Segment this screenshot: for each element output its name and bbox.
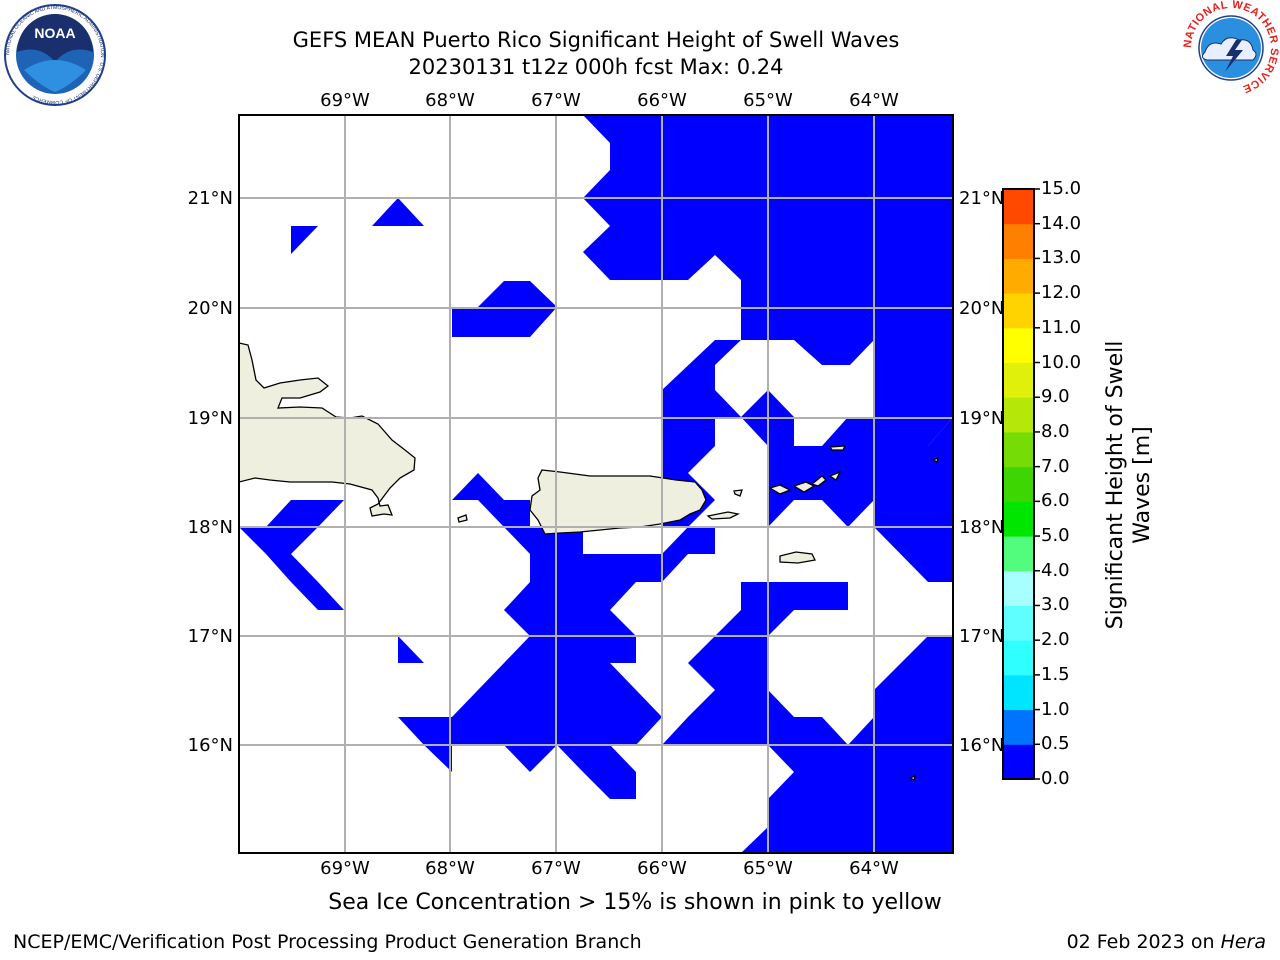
lat-label: 19°N xyxy=(959,408,1004,429)
land-st-john xyxy=(792,481,816,493)
colorbar-segment xyxy=(1003,674,1034,711)
chart-subtitle: 20230131 t12z 000h fcst Max: 0.24 xyxy=(408,55,784,79)
lat-label: 20°N xyxy=(959,298,1004,319)
lat-label: 17°N xyxy=(188,626,233,647)
colorbar-tick-label: 12.0 xyxy=(1041,282,1082,304)
colorbar-tick-label: 1.5 xyxy=(1041,663,1070,685)
colorbar-tick-label: 0.0 xyxy=(1041,768,1070,789)
land-anguilla xyxy=(931,456,939,463)
lon-labels-top: 69°W 68°W 67°W 66°W 65°W 64°W xyxy=(320,90,899,111)
colorbar-segment xyxy=(1003,258,1034,294)
lon-label: 65°W xyxy=(743,90,793,111)
land-sombrero xyxy=(908,774,916,781)
colorbar-segment xyxy=(1003,501,1034,537)
colorbar-tick-label: 15.0 xyxy=(1041,178,1082,199)
footer-left: NCEP/EMC/Verification Post Processing Pr… xyxy=(13,931,642,953)
colorbar-segment xyxy=(1003,362,1034,398)
colorbar-segment xyxy=(1003,744,1034,780)
lat-label: 18°N xyxy=(959,517,1004,538)
land-tortola xyxy=(810,475,827,487)
swell-region-dot3 xyxy=(398,636,424,663)
colorbar-tick-label: 13.0 xyxy=(1041,247,1082,269)
colorbar-segment xyxy=(1003,709,1034,745)
land-hispaniola xyxy=(239,342,416,517)
colorbar-tick-label: 8.0 xyxy=(1041,420,1070,442)
land-st-thomas xyxy=(768,484,792,495)
lat-labels-right: 21°N 20°N 19°N 18°N 17°N 16°N xyxy=(959,188,1004,756)
colorbar-segment xyxy=(1003,431,1034,468)
colorbar-tick-label: 9.0 xyxy=(1041,386,1070,408)
swell-region-dot1 xyxy=(291,226,318,254)
lat-label: 20°N xyxy=(188,298,233,319)
lon-label: 69°W xyxy=(320,858,370,879)
swell-region-vi xyxy=(741,390,874,527)
colorbar-tick-label: 11.0 xyxy=(1041,316,1082,338)
colorbar-ticks xyxy=(1034,188,1040,780)
colorbar-segment xyxy=(1003,293,1034,329)
lat-label: 21°N xyxy=(188,188,233,209)
footer-date: 02 Feb 2023 on xyxy=(1066,931,1221,953)
noaa-logo: NOAA NATIONAL OCEANIC AND ATMOSPHERIC AD… xyxy=(4,4,106,106)
lat-label: 19°N xyxy=(188,408,233,429)
lon-labels-bottom: 69°W 68°W 67°W 66°W 65°W 64°W xyxy=(320,858,899,879)
colorbar-tick-label: 2.0 xyxy=(1041,629,1070,651)
colorbar-segment xyxy=(1003,327,1034,364)
colorbar-tick-label: 6.0 xyxy=(1041,490,1070,512)
land-mona xyxy=(457,514,468,523)
colorbar xyxy=(1003,189,1034,780)
lat-label: 21°N xyxy=(959,188,1004,209)
lat-labels-left: 21°N 20°N 19°N 18°N 17°N 16°N xyxy=(188,188,233,756)
colorbar-segment xyxy=(1003,189,1034,225)
gridlines xyxy=(239,115,953,853)
colorbar-tick-label: 14.0 xyxy=(1041,212,1082,234)
land-vieques xyxy=(706,511,740,520)
lon-label: 66°W xyxy=(637,90,687,111)
colorbar-tick-label: 1.0 xyxy=(1041,698,1070,720)
colorbar-tick-label: 3.0 xyxy=(1041,594,1070,616)
land-culebra xyxy=(733,489,743,497)
map-frame xyxy=(238,114,954,854)
lon-label: 64°W xyxy=(849,90,899,111)
colorbar-tick-label: 5.0 xyxy=(1041,525,1070,547)
lat-label: 16°N xyxy=(188,735,233,756)
colorbar-frame xyxy=(1002,188,1035,780)
colorbar-tick-label: 4.0 xyxy=(1041,559,1070,581)
colorbar-segment xyxy=(1003,536,1034,572)
lon-label: 66°W xyxy=(637,858,687,879)
land-anegada xyxy=(828,445,847,451)
colorbar-segment xyxy=(1003,640,1034,676)
colorbar-segment xyxy=(1003,223,1034,259)
swell-region-dot2 xyxy=(372,198,424,226)
lat-label: 18°N xyxy=(188,517,233,538)
lon-label: 69°W xyxy=(320,90,370,111)
sea-ice-note: Sea Ice Concentration > 15% is shown in … xyxy=(328,890,942,915)
noaa-logo-text: NOAA xyxy=(34,25,75,41)
lon-label: 67°W xyxy=(531,90,581,111)
colorbar-segment xyxy=(1003,397,1034,433)
colorbar-tick-label: 10.0 xyxy=(1041,351,1082,373)
colorbar-segment xyxy=(1003,605,1034,641)
footer-right: 02 Feb 2023 on Hera xyxy=(1067,931,1266,953)
colorbar-tick-label: 0.5 xyxy=(1041,733,1070,755)
lon-label: 68°W xyxy=(425,90,475,111)
lat-label: 17°N xyxy=(959,626,1004,647)
land-virgin-gorda xyxy=(828,470,842,481)
swell-region-south xyxy=(398,473,953,853)
lon-label: 68°W xyxy=(425,858,475,879)
lon-label: 67°W xyxy=(531,858,581,879)
swell-region-east-mid xyxy=(874,417,953,582)
chart-title: GEFS MEAN Puerto Rico Significant Height… xyxy=(292,28,900,52)
lon-label: 64°W xyxy=(849,858,899,879)
colorbar-tick-label: 7.0 xyxy=(1041,455,1070,477)
lon-label: 65°W xyxy=(743,858,793,879)
nws-logo: NATIONAL WEATHER SERVICE xyxy=(1182,0,1280,95)
colorbar-segment xyxy=(1003,466,1034,502)
colorbar-title: Significant Height of Swell Waves [m] xyxy=(1103,340,1155,630)
map-area: 69°W 68°W 67°W 66°W 65°W 64°W 69°W 68°W … xyxy=(188,90,1005,879)
lat-label: 16°N xyxy=(959,735,1004,756)
land-st-croix xyxy=(779,551,816,564)
footer-machine: Hera xyxy=(1220,931,1266,953)
colorbar-segment xyxy=(1003,570,1034,606)
